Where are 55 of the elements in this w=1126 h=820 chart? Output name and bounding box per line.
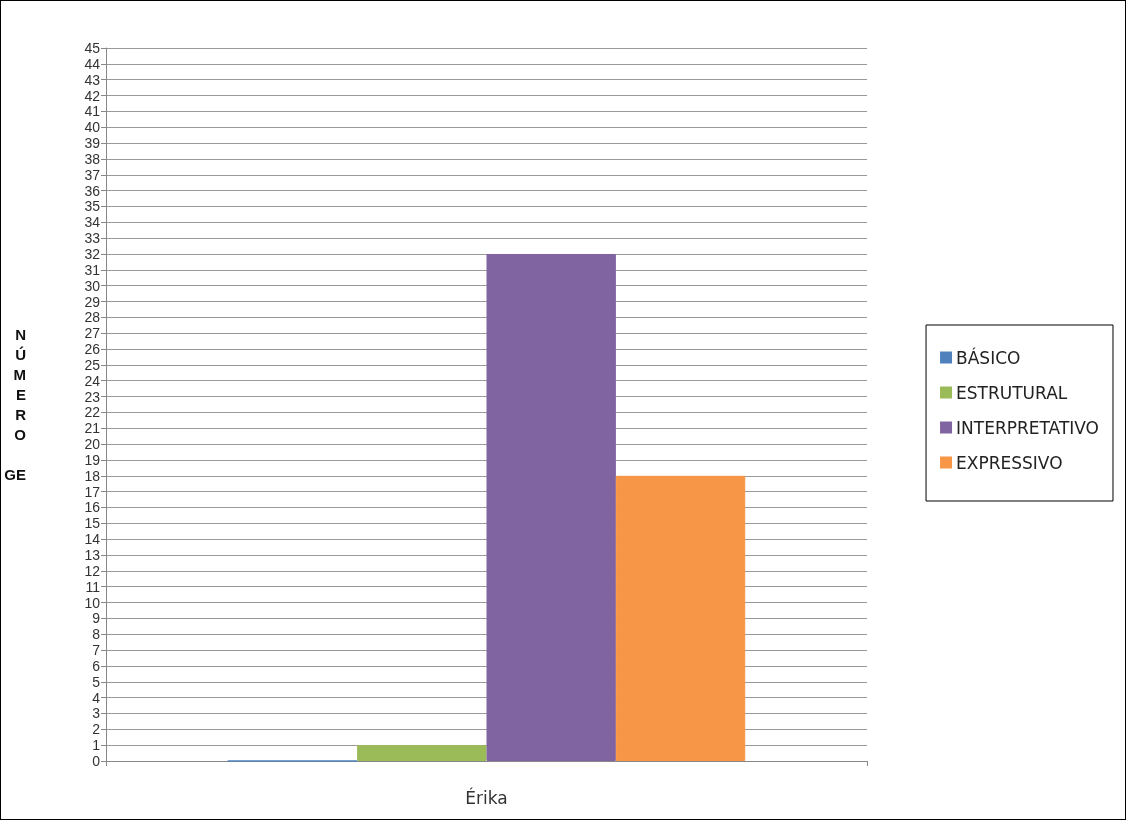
y-tick-label: 0 [92, 753, 101, 769]
y-tick-label: 37 [84, 166, 101, 183]
legend-label: BÁSICO [956, 346, 1021, 368]
y-tick-label: 44 [84, 55, 101, 72]
y-tick-label: 1 [92, 737, 101, 754]
y-tick-label: 4 [92, 689, 101, 706]
y-tick-label: 15 [84, 515, 101, 532]
y-tick-label: 8 [92, 626, 101, 643]
y-tick-label: 30 [84, 277, 101, 294]
y-tick-label: 28 [84, 309, 101, 326]
y-tick-label: 42 [84, 87, 101, 104]
legend-label: INTERPRETATIVO [956, 417, 1100, 438]
y-tick-label: 2 [92, 721, 101, 738]
y-tick-label: 35 [84, 198, 101, 215]
legend-label: ESTRUTURAL [956, 382, 1068, 403]
y-tick-label: 39 [84, 135, 101, 152]
y-tick-label: 20 [84, 436, 101, 453]
y-tick-label: 43 [84, 71, 101, 88]
y-tick-label: 16 [84, 499, 101, 516]
y-tick-label: 34 [84, 214, 101, 231]
y-tick-label: 45 [84, 40, 101, 56]
y-tick-label: 12 [84, 562, 101, 579]
y-tick-label: 40 [84, 119, 101, 136]
y-tick-label: 17 [84, 483, 101, 500]
y-tick-label: 11 [85, 578, 101, 595]
y-tick-label: 19 [84, 451, 101, 468]
y-tick-label: 14 [84, 531, 101, 548]
bar [357, 745, 487, 761]
y-tick-label: 23 [84, 388, 101, 405]
text: NÚMERO GE [4, 326, 26, 483]
y-tick-label: 27 [84, 325, 101, 342]
bar [486, 253, 616, 761]
bar [615, 475, 746, 761]
y-tick-label: 29 [84, 293, 101, 310]
y-tick-label: 13 [84, 547, 101, 564]
y-tick-label: 3 [92, 705, 101, 722]
y-tick-label: 31 [84, 261, 101, 278]
y-tick-label: 5 [92, 673, 101, 690]
y-tick-label: 18 [84, 467, 101, 484]
y-tick-label: 36 [84, 182, 101, 199]
y-tick-label: 7 [92, 642, 101, 659]
y-tick-label: 41 [84, 103, 101, 120]
y-tick-label: 22 [84, 404, 101, 421]
x-tick-label: Érika [465, 786, 508, 808]
y-tick-label: 21 [84, 420, 101, 437]
y-tick-label: 38 [84, 150, 101, 167]
y-tick-label: 26 [84, 341, 101, 358]
y-tick-label: 6 [92, 657, 101, 674]
y-tick-label: 25 [84, 356, 101, 373]
y-tick-label: 9 [92, 610, 101, 627]
y-tick-label: 24 [84, 372, 101, 389]
y-tick-label: 33 [84, 230, 101, 247]
y-tick-label: 10 [84, 594, 101, 611]
legend-label: EXPRESSIVO [956, 452, 1063, 473]
y-tick-label: 32 [84, 245, 101, 262]
